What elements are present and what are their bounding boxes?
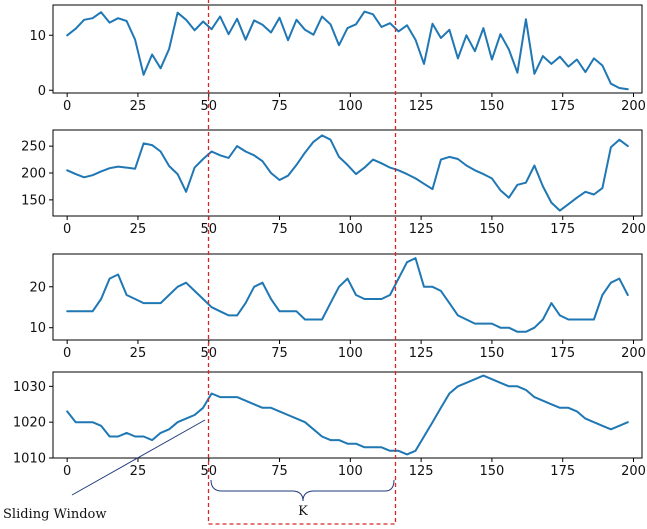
x-tick-label: 100 [338,222,363,237]
x-tick-label: 125 [409,464,434,479]
x-tick-label: 50 [200,222,217,237]
sliding-window-box [207,0,397,525]
x-tick-label: 0 [63,346,71,361]
x-tick-label: 50 [200,346,217,361]
x-tick-label: 75 [271,99,288,114]
y-tick-label: 20 [29,280,46,295]
window-length-label: K [298,504,308,519]
x-tick-label: 175 [550,464,575,479]
y-tick-label: 10 [29,321,46,336]
plot-frame [52,129,643,217]
x-tick-label: 150 [480,222,505,237]
series-line [66,374,629,456]
y-tick-label: 250 [21,140,46,155]
chart-panel-3: 0 25 50 75 100 125 150 175 200 10 20 [29,253,646,361]
plot-frame [52,371,643,459]
y-tick-label: 200 [21,167,46,182]
series-line [66,257,629,333]
x-tick-label: 100 [338,346,363,361]
x-tick-label: 150 [480,99,505,114]
x-tick-label: 175 [550,346,575,361]
x-tick-label: 125 [409,99,434,114]
x-tick-label: 0 [63,222,71,237]
y-tick-label: 1020 [13,416,46,431]
x-tick-label: 175 [550,99,575,114]
x-tick-label: 75 [271,346,288,361]
x-tick-label: 0 [63,99,71,114]
x-tick-label: 200 [621,346,646,361]
series-line [66,134,629,212]
x-tick-label: 25 [130,222,147,237]
x-tick-label: 150 [480,346,505,361]
x-tick-label: 100 [338,99,363,114]
sliding-window-pointer [71,419,206,496]
plot-frame [52,4,643,94]
x-tick-label: 25 [130,346,147,361]
y-tick-label: 150 [21,193,46,208]
y-tick-label: 1010 [13,452,46,467]
x-tick-label: 75 [271,222,288,237]
sliding-window-label: Sliding Window [3,507,106,522]
series-line [66,10,629,91]
x-tick-label: 25 [130,464,147,479]
x-tick-label: 175 [550,222,575,237]
y-tick-label: 10 [29,29,46,44]
chart-panel-2: 0 25 50 75 100 125 150 175 200 150 200 250 [21,129,646,237]
x-tick-label: 0 [63,464,71,479]
plot-frame [52,253,643,341]
x-tick-label: 25 [130,99,147,114]
x-tick-label: 100 [338,464,363,479]
window-brace [210,479,395,502]
x-tick-label: 200 [621,464,646,479]
x-tick-label: 200 [621,222,646,237]
x-tick-label: 200 [621,99,646,114]
x-tick-label: 75 [271,464,288,479]
x-tick-label: 125 [409,346,434,361]
x-tick-label: 150 [480,464,505,479]
annotations: K Sliding Window [3,0,397,525]
y-tick-label: 1030 [13,380,46,395]
y-tick-label: 0 [38,84,46,99]
x-tick-label: 125 [409,222,434,237]
